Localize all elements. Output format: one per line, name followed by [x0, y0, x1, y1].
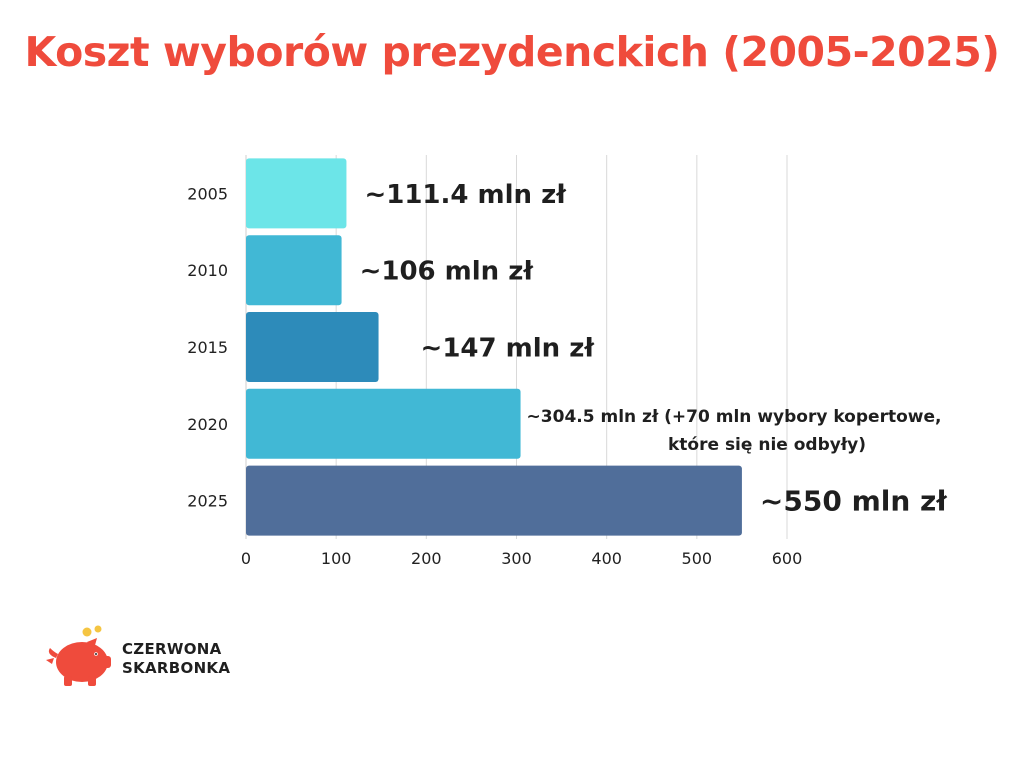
bar-2010: [246, 235, 342, 306]
y-tick-label: 2025: [187, 492, 228, 511]
data-label: ~111.4 mln zł: [364, 180, 567, 210]
x-tick-label: 300: [501, 549, 532, 568]
x-tick-label: 0: [241, 549, 251, 568]
bar-2025: [246, 465, 742, 536]
piggy-bank-icon: [46, 625, 111, 686]
logo-line-1: CZERWONA: [122, 640, 222, 658]
data-label: ~106 mln zł: [360, 257, 535, 287]
y-tick-label: 2020: [187, 415, 228, 434]
logo-text: CZERWONA SKARBONKA: [122, 640, 230, 678]
bar-2020: [246, 388, 521, 459]
x-tick-label: 500: [682, 549, 713, 568]
data-label: które się nie odbyły): [668, 435, 866, 455]
x-tick-label: 600: [772, 549, 803, 568]
x-tick-label: 400: [591, 549, 622, 568]
x-tick-label: 200: [411, 549, 442, 568]
x-tick-label: 100: [321, 549, 352, 568]
logo-line-2: SKARBONKA: [122, 659, 231, 677]
data-label: ~550 mln zł: [760, 485, 947, 518]
chart-title: Koszt wyborów prezydenckich (2005-2025): [24, 28, 1000, 76]
data-label: ~147 mln zł: [421, 333, 596, 363]
data-label: ~304.5 mln zł (+70 mln wybory kopertowe,: [527, 407, 942, 427]
y-tick-label: 2015: [187, 338, 228, 357]
bar-2015: [246, 312, 379, 382]
y-tick-label: 2005: [187, 184, 228, 203]
bar-2005: [246, 158, 347, 229]
y-tick-label: 2010: [187, 261, 228, 280]
